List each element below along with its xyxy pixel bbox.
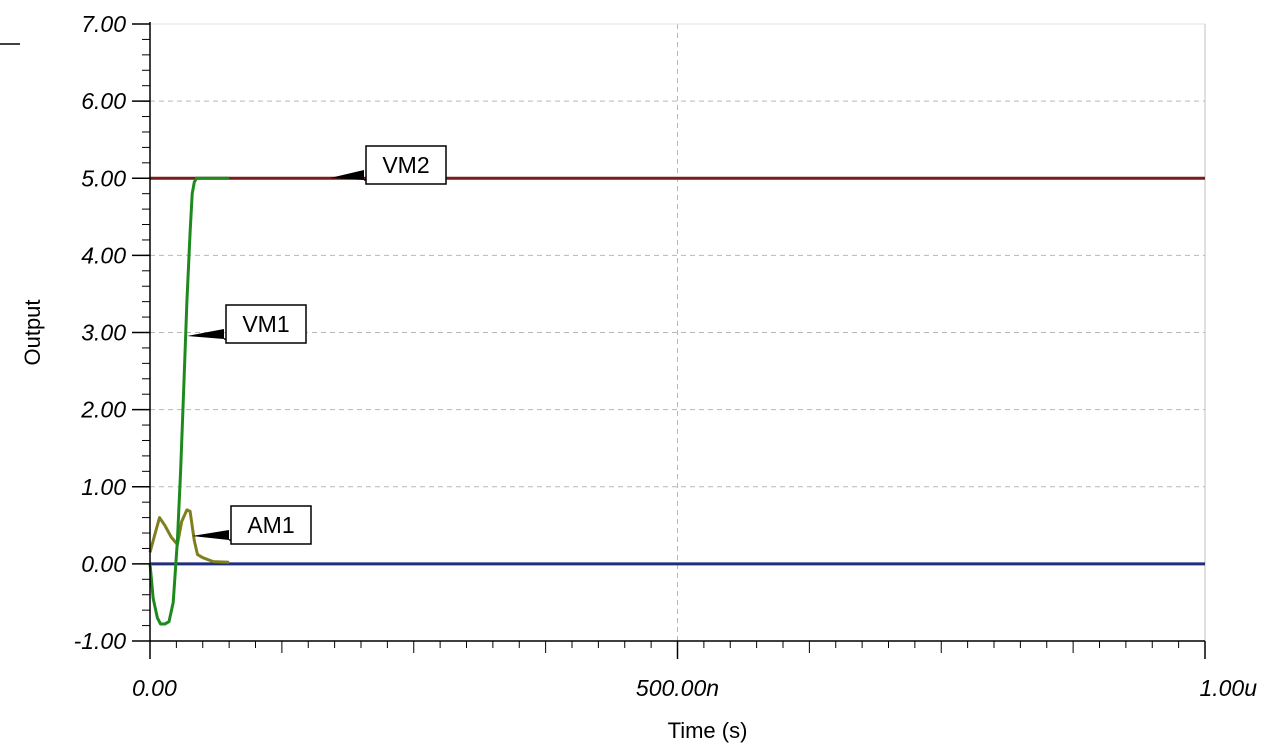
annotation-label: AM1 — [247, 512, 294, 538]
x-tick-label: 1.00u — [1199, 675, 1257, 701]
annotation-box — [225, 304, 307, 344]
x-tick-label: 500.00n — [636, 675, 719, 701]
y-tick-label: 0.00 — [81, 551, 126, 577]
annotation-arrow — [330, 170, 364, 180]
y-axis-title: Output — [20, 299, 45, 365]
annotation-arrow — [187, 329, 224, 339]
tick-labels: 7.006.005.004.003.002.001.000.00-1.000.0… — [74, 11, 1258, 701]
annotation-vm2: VM2 — [330, 145, 447, 185]
annotation-vm1: VM1 — [187, 304, 307, 344]
y-tick-label: 4.00 — [81, 242, 126, 268]
series-layer — [148, 176, 1205, 626]
annotations: VM2 VM1 AM1 — [187, 145, 447, 545]
series-am1-line — [148, 508, 230, 564]
annotation-arrow — [192, 530, 229, 540]
y-tick-label: 6.00 — [81, 88, 126, 114]
annotation-am1: AM1 — [192, 505, 312, 545]
y-tick-label: 5.00 — [81, 165, 126, 191]
axes — [0, 22, 1206, 659]
y-tick-label: -1.00 — [74, 628, 127, 654]
y-tick-label: 7.00 — [81, 11, 126, 37]
y-tick-label: 3.00 — [81, 320, 126, 346]
grid-lines — [150, 23, 1206, 641]
x-axis-title: Time (s) — [668, 718, 748, 743]
x-tick-label: 0.00 — [132, 675, 177, 701]
annotation-box — [365, 145, 447, 185]
annotation-label: VM1 — [242, 311, 289, 337]
annotation-box — [230, 505, 312, 545]
series-vm1-line — [148, 176, 230, 626]
annotation-label: VM2 — [382, 152, 429, 178]
y-tick-label: 1.00 — [81, 474, 126, 500]
y-tick-label: 2.00 — [80, 397, 126, 423]
